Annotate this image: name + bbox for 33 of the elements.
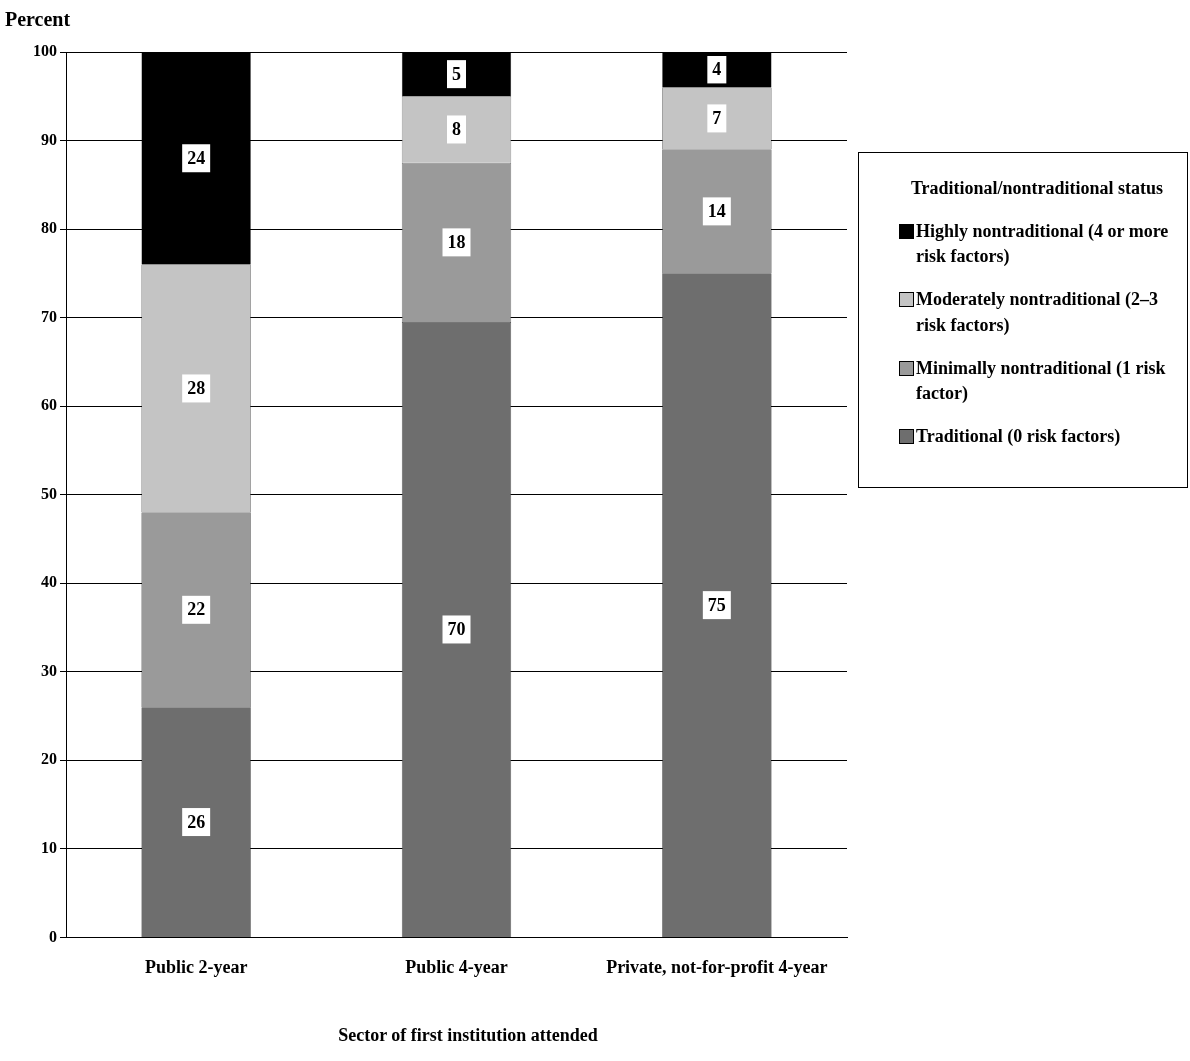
legend-label: Traditional (0 risk factors) (916, 425, 1121, 449)
legend-label: Moderately nontraditional (2–3 risk factors) (916, 288, 1159, 337)
y-tick-label: 90 (41, 130, 57, 148)
y-tick-label: 100 (33, 42, 57, 60)
data-label: 8 (452, 119, 461, 140)
x-axis-title: Sector of first institution attended (337, 1025, 599, 1046)
data-label: 75 (707, 594, 726, 615)
x-tick-label: Private, not-for-profit 4-year (606, 956, 828, 977)
y-tick-label: 20 (41, 750, 57, 768)
y-tick-label: 60 (41, 396, 57, 414)
y-axis-title: Percent (5, 8, 71, 31)
data-label: 14 (707, 201, 726, 222)
y-tick-label: 10 (41, 839, 57, 856)
legend-label: Minimally nontraditional (1 risk factor) (916, 356, 1167, 406)
legend-label: Highly nontraditional (4 or more risk factors) (916, 220, 1170, 269)
data-label: 24 (187, 147, 206, 168)
y-tick-label: 40 (41, 573, 57, 591)
y-tick-label: 50 (41, 484, 57, 502)
data-label: 7 (712, 108, 722, 129)
data-label: 5 (452, 63, 461, 84)
y-tick-label: 0 (49, 927, 57, 945)
data-label: 18 (447, 232, 466, 253)
data-label: 70 (447, 619, 466, 640)
legend-title: Traditional/nontraditional status (909, 177, 1165, 200)
y-tick-label: 70 (41, 307, 57, 325)
data-label: 22 (187, 599, 206, 620)
x-tick-label: Public 2-year (144, 956, 248, 977)
y-tick-label: 80 (41, 219, 57, 237)
y-tick-label: 30 (41, 661, 57, 679)
data-label: 28 (187, 378, 206, 399)
data-label: 26 (187, 811, 206, 832)
data-label: 4 (712, 59, 722, 80)
x-tick-label: Public 4-year (405, 956, 508, 977)
